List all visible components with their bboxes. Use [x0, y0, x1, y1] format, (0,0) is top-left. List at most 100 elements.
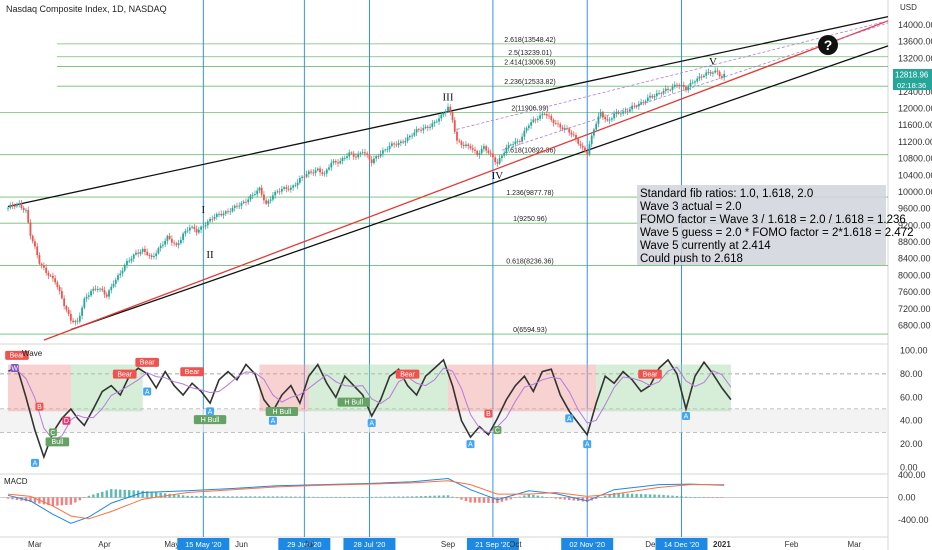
oscillator-axis-tick: 40.00 [900, 416, 923, 426]
candle-body [680, 84, 683, 86]
macd-histogram-bar [532, 494, 535, 498]
wave-marker-bg [268, 416, 277, 425]
candle-body [99, 288, 101, 290]
macd-histogram-bar [280, 496, 284, 498]
macd-histogram-bar [366, 496, 369, 498]
candle-body [408, 135, 411, 138]
candle-body [662, 90, 665, 94]
candle-body [60, 290, 63, 299]
candle-body [112, 283, 115, 287]
wave-marker-text: A [271, 418, 276, 425]
candle-body [27, 209, 30, 223]
candle-body [54, 278, 57, 283]
macd-histogram-bar [496, 497, 499, 504]
candle-body [90, 290, 92, 296]
wave-marker: A [30, 458, 39, 467]
candle-body [447, 106, 449, 112]
wave-marker-bg [10, 364, 19, 373]
macd-histogram-bar [711, 497, 715, 498]
candle-body [543, 113, 546, 115]
wave-marker-text: A [369, 421, 374, 428]
candle-body [103, 290, 106, 295]
macd-histogram-bar [110, 489, 113, 498]
candle-body [305, 174, 308, 177]
candle-body [9, 205, 12, 208]
macd-histogram-bar [698, 497, 701, 498]
candle-body [586, 151, 589, 155]
candle-body [714, 70, 717, 73]
x-axis-label: Jun [235, 540, 248, 549]
wave-marker-bg [30, 458, 39, 467]
annotation-box: Standard fib ratios: 1.0, 1.618, 2.0 Wav… [637, 185, 914, 265]
macd-histogram-bar [572, 497, 575, 501]
macd-histogram-bar [541, 496, 544, 498]
candle-body [135, 252, 137, 255]
macd-histogram-bar [693, 497, 697, 498]
candle-body [375, 156, 378, 159]
candle-body [289, 187, 292, 190]
candle-body [505, 148, 508, 153]
macd-histogram-bar [361, 496, 364, 498]
macd-histogram-bar [325, 496, 328, 498]
macd-histogram-bar [60, 497, 64, 506]
fib-level-label: 2.5(13239.01) [508, 50, 552, 57]
candle-body [249, 195, 252, 200]
macd-histogram-bar [401, 496, 405, 498]
candle-body [653, 96, 656, 98]
candle-body [211, 218, 214, 220]
macd-signal-line [7, 480, 725, 520]
macd-histogram-bar [568, 497, 571, 501]
candle-body [307, 171, 310, 175]
macd-histogram-bar [87, 495, 91, 498]
macd-histogram-bar [437, 495, 441, 498]
bear-signal: Bear [180, 367, 204, 377]
signal-tag-bg [112, 369, 137, 379]
candle-body [651, 95, 654, 98]
axes: 14000.0013600.0013200.0012800.0012400.00… [28, 20, 932, 550]
macd-axis-tick: 400.00 [898, 470, 926, 480]
macd-histogram-bar [294, 496, 297, 498]
candle-body [671, 86, 674, 90]
candle-body [624, 110, 627, 112]
macd-histogram-bar [145, 491, 149, 498]
macd-histogram-bar [383, 496, 387, 498]
macd-histogram-bar [330, 496, 333, 498]
candle-body [328, 167, 330, 170]
candle-body [593, 129, 595, 136]
candle-body [209, 218, 211, 222]
wave-marker-text: C [50, 430, 55, 437]
macd-histogram-bar [348, 496, 351, 498]
oscillator-zone [448, 364, 529, 412]
macd-histogram-bar [65, 497, 68, 506]
candle-body [534, 119, 537, 121]
candle-body [417, 129, 420, 130]
macd-histogram-bar [630, 493, 634, 498]
date-highlight-label: 02 Nov '20 [561, 538, 614, 550]
macd-histogram-bar [478, 497, 481, 503]
bear-signal: Bear [395, 369, 420, 379]
last-price-badge: 12818.96 02:18:36 [893, 69, 932, 90]
candle-body [76, 320, 79, 322]
candle-body [204, 225, 207, 227]
signal-tag-bg [337, 397, 370, 407]
macd-histogram-bar [455, 497, 459, 499]
candle-body [685, 86, 687, 91]
wave-marker-text: A [145, 389, 150, 396]
candle-body [56, 282, 59, 287]
macd-histogram-bar [473, 497, 477, 503]
signal-tag-bg [180, 367, 204, 377]
candle-body [703, 75, 705, 78]
date-highlight-label: 21 Sep '20 [466, 538, 519, 550]
candle-body [69, 313, 72, 321]
macd-histogram-bar [244, 496, 248, 498]
price-axis-tick: 11600.00 [898, 120, 932, 130]
price-axis-tick: 10000.00 [898, 187, 932, 197]
candle-body [85, 296, 88, 299]
candle-body [658, 93, 660, 94]
candle-body [498, 158, 501, 164]
macd-histogram-bar [33, 497, 37, 503]
macd-histogram-bar [276, 496, 279, 498]
macd-histogram-bar [608, 494, 611, 498]
candle-body [707, 72, 710, 73]
